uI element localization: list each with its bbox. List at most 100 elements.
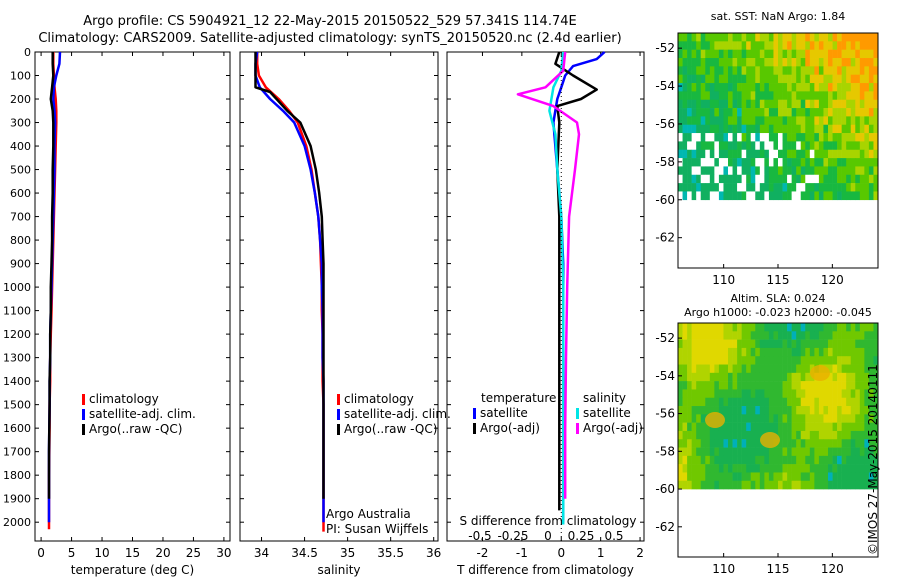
map-cell [814,33,820,42]
map-cell [868,41,874,50]
map-cell [828,158,833,167]
map-cell [687,91,692,101]
map-cell [678,356,683,365]
map-cell [773,124,779,134]
map-cell [750,381,756,390]
map-cell [832,364,838,374]
map-cell [750,447,756,457]
map-cell [855,389,861,399]
map-cell [864,58,870,67]
map-cell [759,141,765,151]
map-cell [755,49,761,59]
map-cell [850,455,856,465]
map-cell [823,480,829,490]
map-cell [818,422,824,432]
map-cell [750,58,756,67]
map-cell [828,406,833,415]
map-cell [846,381,852,390]
map-cell [805,58,811,67]
map-cell [773,472,779,482]
map-cell [718,141,724,151]
map-cell [809,472,815,482]
map-cell [750,149,756,159]
map-cell [696,381,702,390]
map-cell [787,364,792,374]
map-cell [864,447,870,457]
map-cell [868,430,874,440]
map-cell [859,406,865,415]
map-cell [696,389,702,399]
map-cell [691,339,697,349]
map-cell [709,133,715,142]
map-cell [768,124,774,134]
map-cell [718,149,724,159]
map-cell [782,364,788,374]
map-cell [796,472,802,482]
map-cell [678,447,683,457]
map-cell [700,406,706,415]
map-cell [778,33,783,42]
map-cell [778,381,783,390]
map-cell [687,33,692,42]
map-cell [778,191,783,201]
map-cell [678,480,683,490]
map-cell [868,480,874,490]
map-cell [755,191,761,201]
map-cell [723,323,729,332]
map-cell [841,422,847,432]
map-cell [737,389,742,399]
map-cell [700,74,706,84]
map-cell [741,472,747,482]
map-cell [823,455,829,465]
map-cell [737,455,742,465]
map-cell [682,356,688,365]
map-cell [759,66,765,75]
map-cell [678,124,683,134]
map-cell [723,397,729,407]
map-cell [746,406,752,415]
map-cell [746,422,752,432]
map-cell [818,464,824,473]
map-cell [687,183,692,192]
map-cell [859,472,865,482]
map-cell [746,472,752,482]
map-cell [796,331,802,340]
map-cell [846,364,852,374]
map-cell [800,414,806,423]
map-cell [855,464,861,473]
map-cell [723,430,729,440]
map-cell [782,124,788,134]
map-cell [873,116,879,126]
map-cell [705,91,711,101]
map-cell [746,41,752,50]
map-cell [873,141,879,151]
map-cell [768,381,774,390]
map-cell [728,331,733,340]
map-cell [705,447,711,457]
map-cell [791,99,797,109]
map-cell [764,339,770,349]
map-cell [732,439,738,448]
map-cell [723,124,729,134]
map-cell [714,480,720,490]
map-cell [859,455,865,465]
map-cell [832,91,838,101]
map-cell [841,33,847,42]
map-cell [814,58,820,67]
x-tick-label: 25 [186,546,201,560]
map-cell [850,141,856,151]
map-cell [714,58,720,67]
map-cell [682,364,688,374]
map-cell [850,91,856,101]
map-cell [746,108,752,117]
map-cell [691,191,697,201]
map-cell [828,364,833,374]
map-cell [696,49,702,59]
map-cell [841,166,847,176]
map-cell [778,455,783,465]
map-cell [768,323,774,332]
map-cell [791,58,797,67]
x-tick-label: 10 [94,546,109,560]
map-cell [723,33,729,42]
secondary-tick-label: 0.25 [568,529,595,543]
